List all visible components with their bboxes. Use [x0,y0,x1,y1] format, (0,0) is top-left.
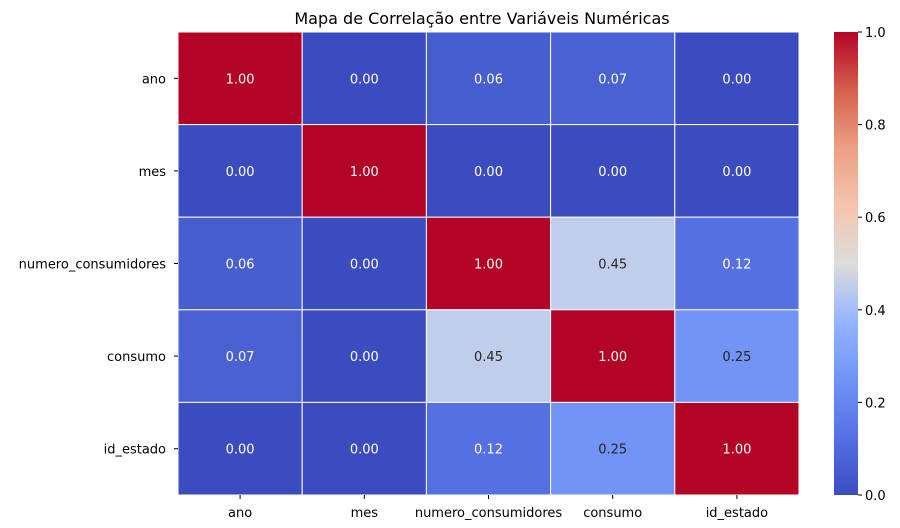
y-tick-label: ano [142,72,166,87]
heatmap-cell [301,216,427,311]
heatmap-cell [177,401,303,496]
cell-value-label: 0.00 [350,443,379,458]
cell-value-label: 0.45 [474,350,503,365]
y-tick-label: consumo [107,350,166,365]
heatmap-cells: 1.00 0.00 0.06 0.07 0.00 0.00 1.00 0.00 0.00 0.00… [177,31,800,496]
cell-value-label: 0.00 [226,443,255,458]
cell-value-label: 0.45 [598,258,627,273]
y-tick-label: id_estado [104,443,166,458]
heatmap-cell [177,31,303,126]
x-tick-label: id_estado [706,506,768,521]
heatmap-cell [301,401,427,496]
y-tick-label: numero_consumidores [19,258,167,273]
colorbar-tick-label: 0.4 [865,304,886,319]
colorbar: 0.0 0.2 0.4 0.6 0.8 1.0 [834,26,886,504]
cell-value-label: 0.00 [598,165,627,180]
x-tick-label: ano [228,506,252,521]
x-tick-label: consumo [583,506,642,521]
cell-value-label: 0.06 [474,72,503,87]
cell-value-label: 1.00 [722,443,751,458]
heatmap-cell [674,309,800,403]
colorbar-tick-label: 0.0 [865,489,886,504]
heatmap-cell [425,216,552,311]
heatmap-cell [674,124,800,218]
heatmap-cell [425,309,552,403]
x-axis: ano mes numero_consumidores consumo id_estad… [228,495,768,521]
heatmap-cell [674,216,800,311]
cell-value-label: 0.07 [226,350,255,365]
cell-value-label: 0.12 [722,258,751,273]
colorbar-tick-label: 0.6 [865,211,886,226]
x-tick-label: numero_consumidores [415,506,563,521]
heatmap-cell [550,216,676,311]
cell-value-label: 1.00 [598,350,627,365]
heatmap-cell [674,401,800,496]
cell-value-label: 0.12 [474,443,503,458]
colorbar-tick-label: 0.8 [865,119,886,134]
cell-value-label: 0.00 [350,258,379,273]
cell-value-label: 1.00 [474,258,503,273]
heatmap-cell [177,124,303,218]
cell-value-label: 0.06 [226,258,255,273]
colorbar-tick-label: 0.2 [865,396,886,411]
cell-value-label: 0.00 [226,165,255,180]
heatmap-cell [425,401,552,496]
cell-value-label: 0.25 [598,443,627,458]
cell-value-label: 0.00 [350,72,379,87]
heatmap-cell [674,31,800,126]
y-tick-label: mes [139,165,167,180]
chart-title: Mapa de Correlação entre Variáveis Numér… [294,9,669,28]
colorbar-tick-label: 1.0 [865,26,886,41]
heatmap-cell [301,309,427,403]
colorbar-gradient [834,32,858,495]
cell-value-label: 1.00 [350,165,379,180]
x-tick-label: mes [351,506,379,521]
heatmap-cell [425,124,552,218]
heatmap-cell [425,31,552,126]
heatmap-cell [550,31,676,126]
cell-value-label: 0.00 [722,72,751,87]
cell-value-label: 0.07 [598,72,627,87]
cell-value-label: 0.00 [722,165,751,180]
cell-value-label: 0.00 [474,165,503,180]
heatmap-cell [301,31,427,126]
cell-value-label: 0.00 [350,350,379,365]
cell-value-label: 1.00 [226,72,255,87]
heatmap-cell [550,309,676,403]
cell-value-label: 0.25 [722,350,751,365]
